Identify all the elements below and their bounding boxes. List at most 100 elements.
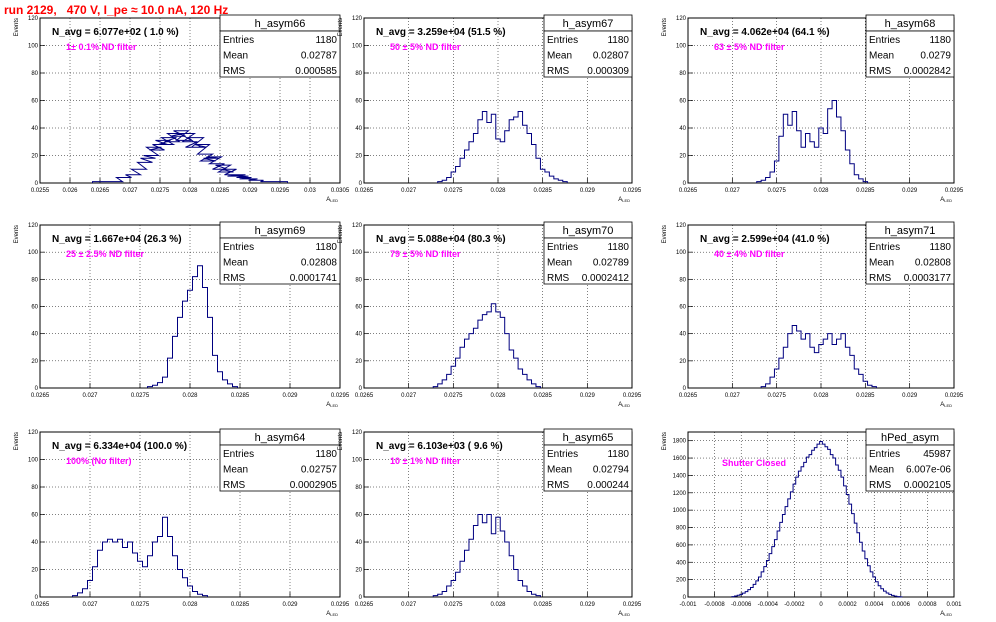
stats-value-mean: 0.02757: [301, 465, 338, 476]
navg-label: N_avg = 5.088e+04 (80.3 %): [376, 234, 506, 245]
stats-value-entries: 1180: [607, 35, 629, 46]
histogram-panel-hPed_asym: -0.001 -0.0008 -0.0006 -0.0004 -0.0002 0 0.000…: [662, 428, 962, 617]
x-axis-label: ALED: [326, 197, 338, 203]
y-tick-label: 40: [679, 332, 686, 338]
filter-label: 100% (No filter): [66, 456, 132, 466]
y-tick-label: 0: [359, 595, 363, 601]
x-tick-label: 0.029: [282, 393, 298, 399]
x-tick-label: 0.0265: [355, 393, 374, 399]
x-tick-label: 0.0295: [271, 188, 290, 194]
y-tick-label: 0: [359, 386, 363, 392]
stats-value-rms: 0.0001741: [290, 273, 338, 284]
stats-key-entries: Entries: [869, 242, 900, 253]
y-tick-label: 0: [683, 595, 687, 601]
stats-key-entries: Entries: [547, 35, 578, 46]
y-tick-label: 40: [31, 126, 38, 132]
filter-label: 63 ± 5% ND filter: [714, 42, 785, 52]
stats-hist-name: h_asym70: [563, 225, 614, 237]
x-tick-label: 0.027: [725, 393, 741, 399]
x-tick-label: 0.0265: [31, 393, 50, 399]
stats-key-rms: RMS: [547, 273, 570, 284]
y-tick-label: 100: [352, 250, 363, 256]
y-tick-label: 120: [28, 223, 39, 229]
y-tick-label: 20: [31, 568, 38, 574]
y-tick-label: 120: [676, 223, 687, 229]
x-tick-label: 0.0295: [945, 393, 964, 399]
y-tick-label: 400: [676, 560, 687, 566]
y-tick-label: 60: [355, 99, 362, 105]
x-tick-label: 0.0285: [533, 393, 552, 399]
y-tick-label: 100: [352, 458, 363, 464]
histogram-panel-h_asym65: 0.0265 0.027 0.0275 0.028 0.0285 0.029 0.0295 0…: [338, 428, 642, 617]
x-tick-label: 0: [819, 602, 823, 608]
stats-body-box: [865, 444, 955, 492]
stats-hist-name: h_asym65: [563, 432, 614, 444]
x-tick-label: -0.0008: [704, 602, 725, 608]
y-tick-label: 20: [679, 154, 686, 160]
x-tick-label: 0.0285: [211, 188, 230, 194]
x-axis-label-subscript: LED: [944, 198, 952, 203]
x-tick-label: 0.0305: [331, 188, 350, 194]
stats-key-mean: Mean: [223, 465, 248, 476]
y-tick-label: 100: [28, 458, 39, 464]
stats-value-rms: 0.000309: [587, 66, 629, 77]
y-tick-label: 600: [676, 543, 687, 549]
stats-hist-name: h_asym67: [563, 18, 614, 30]
y-tick-label: 20: [31, 359, 38, 365]
y-tick-label: 0: [683, 181, 687, 187]
stats-body-box: [219, 30, 341, 78]
y-tick-label: 40: [31, 540, 38, 546]
y-tick-label: 120: [352, 16, 363, 22]
y-axis-label: Events: [338, 225, 344, 243]
y-tick-label: 0: [35, 595, 39, 601]
navg-label: N_avg = 2.599e+04 (41.0 %): [700, 234, 830, 245]
histogram-panel-h_asym71: 0.0265 0.027 0.0275 0.028 0.0285 0.029 0.0295 0…: [662, 221, 964, 408]
stats-hist-name: h_asym68: [885, 18, 936, 30]
x-tick-label: 0.0275: [767, 393, 786, 399]
x-axis-label-subscript: LED: [944, 612, 952, 617]
x-tick-label: 0.029: [282, 602, 298, 608]
stats-value-rms: 0.0002842: [904, 66, 952, 77]
stats-value-mean: 0.0279: [920, 51, 951, 62]
y-tick-label: 1400: [673, 473, 687, 479]
stats-value-rms: 0.0002105: [904, 480, 952, 491]
stats-value-entries: 1180: [607, 242, 629, 253]
stats-value-mean: 0.02787: [301, 51, 338, 62]
x-axis-label: ALED: [940, 611, 952, 617]
y-axis-label: Events: [14, 225, 20, 243]
x-tick-label: -0.0004: [758, 602, 779, 608]
stats-key-entries: Entries: [547, 449, 578, 460]
x-tick-label: 0.029: [242, 188, 258, 194]
y-tick-label: 120: [28, 430, 39, 436]
x-tick-label: 0.0275: [444, 188, 463, 194]
stats-key-rms: RMS: [869, 273, 892, 284]
stats-key-mean: Mean: [869, 258, 894, 269]
x-tick-label: 0.027: [82, 393, 98, 399]
x-tick-label: 0.001: [946, 602, 962, 608]
y-tick-label: 800: [676, 526, 687, 532]
histogram-panel-h_asym66: 0.0255 0.026 0.0265 0.027 0.0275 0.028 0.0285 0…: [14, 14, 350, 203]
x-tick-label: 0.028: [182, 188, 198, 194]
y-tick-label: 100: [28, 44, 39, 50]
x-tick-label: 0.0295: [945, 188, 964, 194]
x-axis-label-subscript: LED: [330, 198, 338, 203]
filter-label: 79 ± 5% ND filter: [390, 249, 461, 259]
x-tick-label: 0.028: [813, 393, 829, 399]
y-tick-label: 60: [355, 513, 362, 519]
stats-key-rms: RMS: [547, 66, 570, 77]
x-tick-label: 0.0002: [838, 602, 857, 608]
stats-body-box: [543, 30, 633, 78]
x-tick-label: 0.0275: [444, 602, 463, 608]
y-tick-label: 20: [355, 359, 362, 365]
x-tick-label: 0.029: [902, 188, 918, 194]
x-tick-label: 0.0275: [444, 393, 463, 399]
y-tick-label: 100: [28, 250, 39, 256]
y-tick-label: 40: [679, 126, 686, 132]
stats-body-box: [219, 444, 341, 492]
stats-key-entries: Entries: [223, 35, 254, 46]
x-tick-label: 0.0285: [856, 393, 875, 399]
y-axis-label: Events: [662, 225, 668, 243]
filter-label: Shutter Closed: [722, 458, 786, 468]
stats-hist-name: h_asym71: [885, 225, 936, 237]
y-tick-label: 80: [679, 277, 686, 283]
